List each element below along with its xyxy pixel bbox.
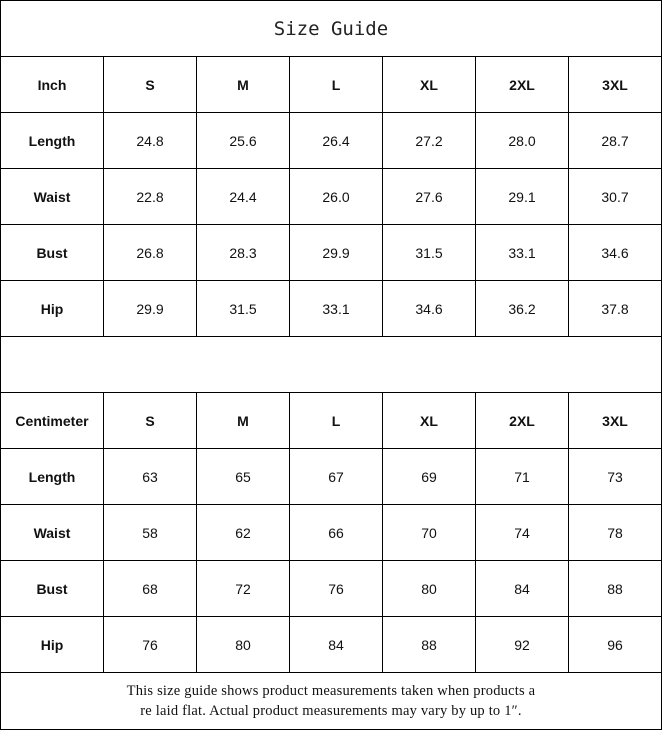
size-header-xl: XL bbox=[382, 56, 476, 113]
unit-label: Inch bbox=[0, 56, 104, 113]
measurement-cell: 67 bbox=[289, 448, 383, 505]
table-row: Length 63 65 67 69 71 73 bbox=[0, 448, 662, 505]
measurement-cell: 72 bbox=[196, 560, 290, 617]
measurement-cell: 33.1 bbox=[289, 280, 383, 337]
note-row: This size guide shows product measuremen… bbox=[0, 672, 662, 730]
measurement-cell: 34.6 bbox=[382, 280, 476, 337]
measurement-cell: 24.8 bbox=[103, 112, 197, 169]
row-label: Hip bbox=[0, 616, 104, 673]
measurement-cell: 71 bbox=[475, 448, 569, 505]
measurement-cell: 28.0 bbox=[475, 112, 569, 169]
size-header-s: S bbox=[103, 56, 197, 113]
measurement-cell: 66 bbox=[289, 504, 383, 561]
measurement-cell: 63 bbox=[103, 448, 197, 505]
spacer-cell bbox=[0, 336, 662, 393]
measurement-cell: 26.0 bbox=[289, 168, 383, 225]
measurement-cell: 88 bbox=[382, 616, 476, 673]
table-row: Bust 68 72 76 80 84 88 bbox=[0, 560, 662, 617]
measurement-cell: 96 bbox=[568, 616, 662, 673]
measurement-cell: 80 bbox=[196, 616, 290, 673]
size-header-l: L bbox=[289, 392, 383, 449]
row-label: Waist bbox=[0, 168, 104, 225]
measurement-cell: 88 bbox=[568, 560, 662, 617]
size-header-m: M bbox=[196, 56, 290, 113]
measurement-cell: 36.2 bbox=[475, 280, 569, 337]
measurement-cell: 76 bbox=[289, 560, 383, 617]
table-row: Hip 29.9 31.5 33.1 34.6 36.2 37.8 bbox=[0, 280, 662, 337]
size-header-2xl: 2XL bbox=[475, 56, 569, 113]
inch-header-row: Inch S M L XL 2XL 3XL bbox=[0, 56, 662, 113]
measurement-cell: 30.7 bbox=[568, 168, 662, 225]
measurement-cell: 25.6 bbox=[196, 112, 290, 169]
size-header-2xl: 2XL bbox=[475, 392, 569, 449]
measurement-cell: 92 bbox=[475, 616, 569, 673]
row-label: Hip bbox=[0, 280, 104, 337]
note-line-2: re laid flat. Actual product measurement… bbox=[140, 703, 522, 719]
row-label: Bust bbox=[0, 560, 104, 617]
size-header-l: L bbox=[289, 56, 383, 113]
measurement-cell: 78 bbox=[568, 504, 662, 561]
measurement-cell: 74 bbox=[475, 504, 569, 561]
note-line-1: This size guide shows product measuremen… bbox=[126, 683, 536, 699]
measurement-cell: 26.8 bbox=[103, 224, 197, 281]
unit-label: Centimeter bbox=[0, 392, 104, 449]
table-row: Bust 26.8 28.3 29.9 31.5 33.1 34.6 bbox=[0, 224, 662, 281]
measurement-cell: 29.9 bbox=[289, 224, 383, 281]
measurement-cell: 65 bbox=[196, 448, 290, 505]
measurement-cell: 80 bbox=[382, 560, 476, 617]
measurement-cell: 73 bbox=[568, 448, 662, 505]
size-header-xl: XL bbox=[382, 392, 476, 449]
row-label: Length bbox=[0, 448, 104, 505]
measurement-cell: 62 bbox=[196, 504, 290, 561]
size-header-m: M bbox=[196, 392, 290, 449]
measurement-cell: 70 bbox=[382, 504, 476, 561]
measurement-cell: 76 bbox=[103, 616, 197, 673]
measurement-cell: 26.4 bbox=[289, 112, 383, 169]
cm-header-row: Centimeter S M L XL 2XL 3XL bbox=[0, 392, 662, 449]
measurement-cell: 84 bbox=[475, 560, 569, 617]
page-title: Size Guide bbox=[0, 0, 662, 57]
measurement-cell: 33.1 bbox=[475, 224, 569, 281]
measurement-cell: 29.9 bbox=[103, 280, 197, 337]
measurement-cell: 28.3 bbox=[196, 224, 290, 281]
measurement-cell: 31.5 bbox=[196, 280, 290, 337]
measurement-cell: 22.8 bbox=[103, 168, 197, 225]
measurement-cell: 28.7 bbox=[568, 112, 662, 169]
measurement-cell: 58 bbox=[103, 504, 197, 561]
measurement-cell: 24.4 bbox=[196, 168, 290, 225]
measurement-cell: 29.1 bbox=[475, 168, 569, 225]
spacer-row bbox=[0, 336, 662, 393]
table-row: Length 24.8 25.6 26.4 27.2 28.0 28.7 bbox=[0, 112, 662, 169]
measurement-cell: 27.6 bbox=[382, 168, 476, 225]
measurement-cell: 27.2 bbox=[382, 112, 476, 169]
measurement-cell: 31.5 bbox=[382, 224, 476, 281]
size-header-s: S bbox=[103, 392, 197, 449]
measurement-cell: 84 bbox=[289, 616, 383, 673]
measurement-cell: 37.8 bbox=[568, 280, 662, 337]
size-header-3xl: 3XL bbox=[568, 56, 662, 113]
measurement-cell: 69 bbox=[382, 448, 476, 505]
table-row: Waist 58 62 66 70 74 78 bbox=[0, 504, 662, 561]
measurement-note: This size guide shows product measuremen… bbox=[0, 672, 662, 730]
row-label: Waist bbox=[0, 504, 104, 561]
row-label: Bust bbox=[0, 224, 104, 281]
measurement-cell: 34.6 bbox=[568, 224, 662, 281]
table-row: Waist 22.8 24.4 26.0 27.6 29.1 30.7 bbox=[0, 168, 662, 225]
measurement-cell: 68 bbox=[103, 560, 197, 617]
table-row: Hip 76 80 84 88 92 96 bbox=[0, 616, 662, 673]
size-header-3xl: 3XL bbox=[568, 392, 662, 449]
row-label: Length bbox=[0, 112, 104, 169]
